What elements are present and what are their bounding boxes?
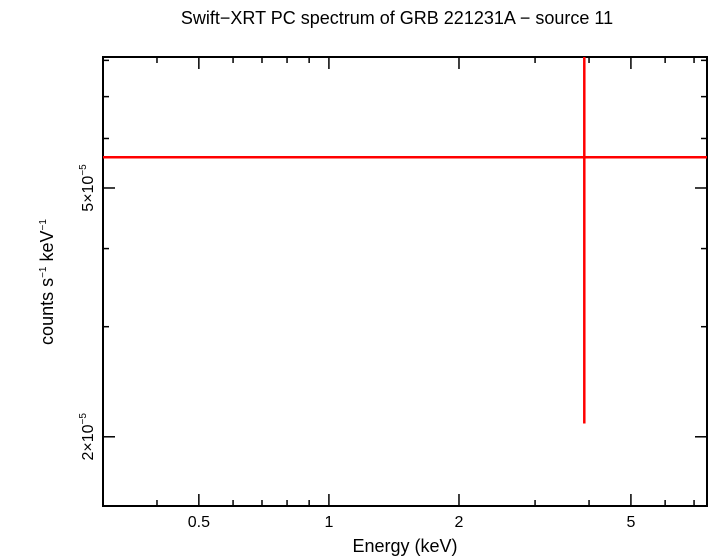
x-tick-label: 2 bbox=[455, 514, 464, 531]
x-tick-label: 5 bbox=[626, 514, 635, 531]
x-tick-labels: 0.5 1 2 5 bbox=[188, 514, 636, 531]
y-tick-label-base: 5×10 bbox=[80, 176, 97, 212]
y-axis-label-base2: keV bbox=[37, 230, 57, 266]
x-tick-label: 0.5 bbox=[188, 514, 210, 531]
y-axis-label-base1: counts s bbox=[37, 278, 57, 345]
y-tick-label: 2×10−5 bbox=[78, 413, 97, 461]
x-tick-label: 1 bbox=[324, 514, 333, 531]
axis-ticks bbox=[102, 57, 707, 506]
y-tick-labels: 2×10−55×10−5 bbox=[78, 164, 97, 461]
chart-title: Swift−XRT PC spectrum of GRB 221231A − s… bbox=[181, 8, 613, 28]
y-tick-label-exp: −5 bbox=[78, 413, 89, 425]
y-tick-label-base: 2×10 bbox=[80, 424, 97, 460]
y-axis-label-exp1: −1 bbox=[38, 266, 49, 278]
y-axis-label: counts s−1 keV−1 bbox=[37, 219, 57, 345]
data-series bbox=[103, 57, 707, 424]
y-axis-label-exp2: −1 bbox=[38, 219, 49, 231]
y-tick-label: 5×10−5 bbox=[78, 164, 97, 212]
y-tick-label-exp: −5 bbox=[78, 164, 89, 176]
x-axis-label: Energy (keV) bbox=[352, 536, 457, 556]
plot-frame bbox=[102, 56, 708, 507]
